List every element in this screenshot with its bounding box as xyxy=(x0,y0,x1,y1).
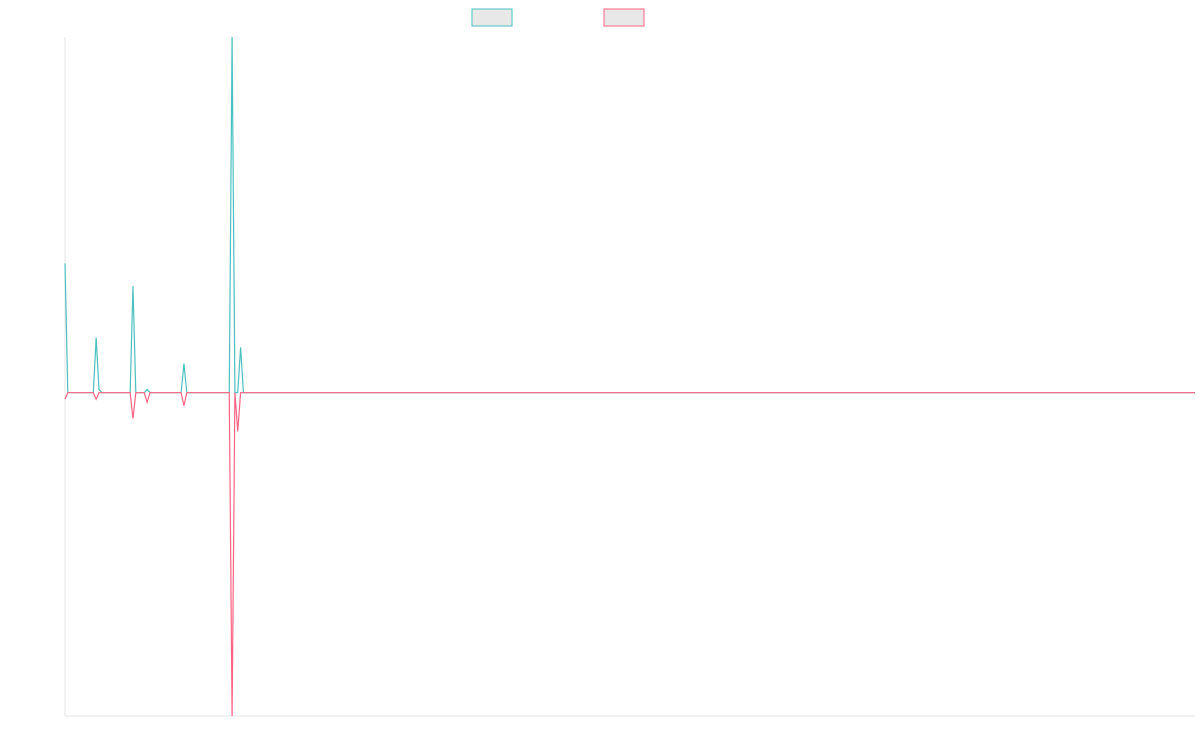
series-layer xyxy=(64,36,1195,717)
legend xyxy=(471,8,645,27)
legend-swatch-1[interactable] xyxy=(471,8,513,27)
legend-swatch-2[interactable] xyxy=(603,8,645,27)
series-line-2 xyxy=(64,392,1195,717)
series-line-1 xyxy=(64,36,1195,394)
axes xyxy=(64,37,1195,717)
